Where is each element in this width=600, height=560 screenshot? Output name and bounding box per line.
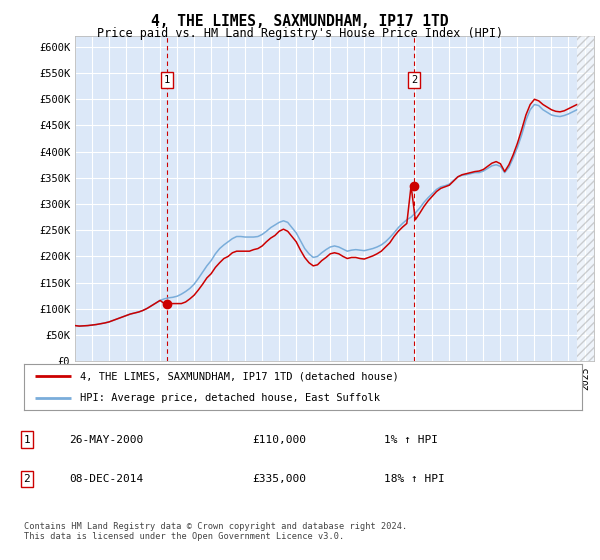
- Text: 2: 2: [411, 75, 417, 85]
- Text: 26-MAY-2000: 26-MAY-2000: [69, 435, 143, 445]
- Text: 08-DEC-2014: 08-DEC-2014: [69, 474, 143, 484]
- Text: Contains HM Land Registry data © Crown copyright and database right 2024.
This d: Contains HM Land Registry data © Crown c…: [24, 522, 407, 542]
- Text: 1% ↑ HPI: 1% ↑ HPI: [384, 435, 438, 445]
- Text: 18% ↑ HPI: 18% ↑ HPI: [384, 474, 445, 484]
- Text: £335,000: £335,000: [252, 474, 306, 484]
- Text: 4, THE LIMES, SAXMUNDHAM, IP17 1TD (detached house): 4, THE LIMES, SAXMUNDHAM, IP17 1TD (deta…: [80, 371, 398, 381]
- Text: 2: 2: [23, 474, 31, 484]
- Text: 1: 1: [164, 75, 170, 85]
- Text: HPI: Average price, detached house, East Suffolk: HPI: Average price, detached house, East…: [80, 393, 380, 403]
- Text: 1: 1: [23, 435, 31, 445]
- Text: Price paid vs. HM Land Registry's House Price Index (HPI): Price paid vs. HM Land Registry's House …: [97, 27, 503, 40]
- Text: 4, THE LIMES, SAXMUNDHAM, IP17 1TD: 4, THE LIMES, SAXMUNDHAM, IP17 1TD: [151, 14, 449, 29]
- Text: £110,000: £110,000: [252, 435, 306, 445]
